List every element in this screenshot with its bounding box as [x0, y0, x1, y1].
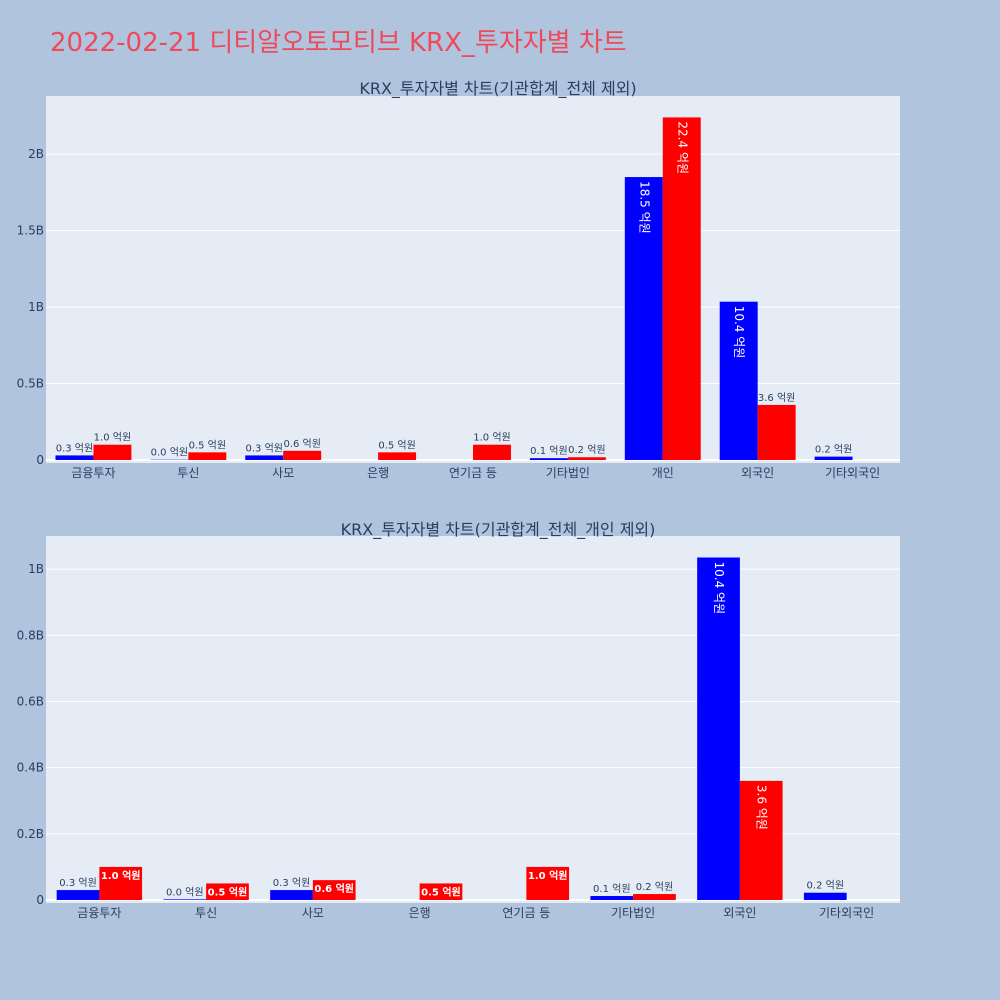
chart1-bar-label: 18.5 억원	[637, 181, 651, 234]
chart1-bar-label: 0.2 억원	[568, 444, 605, 456]
chart2-bar-label: 3.6 억원	[755, 785, 769, 830]
chart2-bar-label: 0.0 억원	[166, 886, 203, 898]
chart2-buy-bar	[312, 880, 356, 900]
chart2-ytick-label: 0.2B	[17, 827, 44, 841]
chart1-bar-label: 0.1 억원	[530, 445, 567, 457]
chart2-bar-label: 0.5 억원	[208, 885, 248, 898]
chart1-xtick-label: 투신	[177, 466, 199, 480]
chart1-ytick-label: 1B	[28, 300, 44, 314]
chart1-buy-bar	[378, 452, 417, 460]
chart2-sell-bar	[270, 890, 313, 900]
chart1-buy-bar	[662, 117, 701, 460]
chart2-sell-bar	[56, 890, 100, 900]
chart1-sell-bar	[814, 456, 853, 460]
chart2-xtick-label: 연기금 등	[502, 906, 550, 920]
chart2-bar-label: 0.2 억원	[636, 881, 673, 893]
chart1-sell-bar	[55, 455, 94, 460]
chart1-buy-bar	[757, 404, 796, 460]
chart2-bar-label: 10.4 억원	[712, 562, 726, 615]
chart2-xtick-label: 기타법인	[611, 906, 655, 920]
chart1-bar-label: 0.5 억원	[189, 439, 226, 451]
chart2-buy-bar	[206, 883, 249, 900]
chart2-xtick-label: 사모	[302, 906, 324, 920]
chart2-buy-bar	[419, 883, 463, 900]
chart1-buy-bar	[93, 444, 132, 460]
chart1-sell-bar	[245, 455, 284, 460]
chart2-title: KRX_투자자별 차트(기관합계_전체_개인 제외)	[341, 520, 656, 540]
chart1-xtick-label: 기타법인	[546, 466, 590, 480]
chart1-xtick-label: 사모	[272, 466, 294, 480]
chart1-buy-bar	[567, 457, 606, 460]
chart2-bar-label: 0.3 억원	[273, 877, 310, 889]
chart2-buy-bar	[99, 866, 143, 900]
chart2-xtick-label: 은행	[409, 905, 431, 920]
chart1-xtick-label: 은행	[367, 465, 389, 480]
chart1-bar-label: 22.4 억원	[675, 121, 689, 174]
chart2-xtick-label: 투신	[195, 906, 217, 920]
chart1-bar-label: 10.4 억원	[732, 306, 746, 359]
chart1-xtick-label: 개인	[652, 466, 674, 480]
chart1-bar-label: 0.6 억원	[283, 438, 320, 450]
chart1-bar-label: 0.5 억원	[378, 439, 415, 451]
chart1-ytick-label: 0.5B	[17, 377, 44, 391]
chart2-buy-bar	[739, 780, 783, 900]
chart2-xtick-label: 기타외국인	[819, 906, 874, 920]
chart1-xtick-label: 금융투자	[71, 466, 115, 480]
page-title: 2022-02-21 디티알오토모티브 KRX_투자자별 차트	[50, 28, 627, 58]
chart2-xtick-label: 외국인	[723, 906, 756, 920]
chart1-bar-label: 3.6 억원	[758, 392, 795, 404]
chart2-bar-label: 0.3 억원	[59, 877, 96, 889]
chart1-ytick-label: 1.5B	[17, 224, 44, 238]
chart2-ytick-label: 1B	[28, 562, 44, 576]
chart2-ytick-label: 0.8B	[17, 628, 44, 642]
chart2-buy-bar	[633, 894, 676, 900]
chart1-xtick-label: 연기금 등	[449, 466, 497, 480]
chart2-sell-bar	[803, 892, 847, 900]
chart1-xtick-label: 외국인	[741, 466, 774, 480]
chart2-xtick-label: 금융투자	[77, 906, 121, 920]
chart1-bar-label: 1.0 억원	[94, 432, 131, 444]
chart2-bar-label: 1.0 억원	[101, 869, 141, 882]
chart1-bar-label: 0.0 억원	[151, 447, 188, 459]
chart2-sell-bar	[697, 557, 740, 900]
chart2-sell-bar	[163, 899, 207, 900]
chart2-ytick-label: 0	[36, 893, 44, 907]
chart1-ytick-label: 2B	[28, 147, 44, 161]
chart1-bar-label: 0.2 억원	[815, 444, 852, 456]
chart1-sell-bar	[624, 177, 663, 460]
chart1-sell-bar	[529, 458, 568, 460]
chart1-buy-bar	[473, 444, 511, 460]
chart1-sell-bar	[719, 301, 758, 460]
chart1-buy-bar	[188, 452, 227, 460]
chart1-bar-label: 0.3 억원	[246, 442, 283, 454]
chart1-ytick-label: 0	[36, 453, 44, 467]
chart2-bar-label: 0.6 억원	[314, 882, 354, 895]
chart2-bar-label: 0.2 억원	[807, 880, 844, 892]
chart2-bar-label: 0.5 억원	[421, 885, 461, 898]
chart1-xtick-label: 기타외국인	[825, 466, 880, 480]
chart1-bar-label: 1.0 억원	[473, 432, 510, 444]
chart2-bar-label: 0.1 억원	[593, 883, 630, 895]
chart2-bar-label: 1.0 억원	[528, 869, 568, 882]
chart2-sell-bar	[590, 896, 634, 900]
chart2-ytick-label: 0.4B	[17, 761, 44, 775]
chart2-ytick-label: 0.6B	[17, 694, 44, 708]
chart1-title: KRX_투자자별 차트(기관합계_전체 제외)	[359, 79, 636, 99]
chart2-buy-bar	[526, 866, 570, 900]
chart1-bar-label: 0.3 억원	[56, 442, 93, 454]
chart1-buy-bar	[283, 450, 322, 460]
